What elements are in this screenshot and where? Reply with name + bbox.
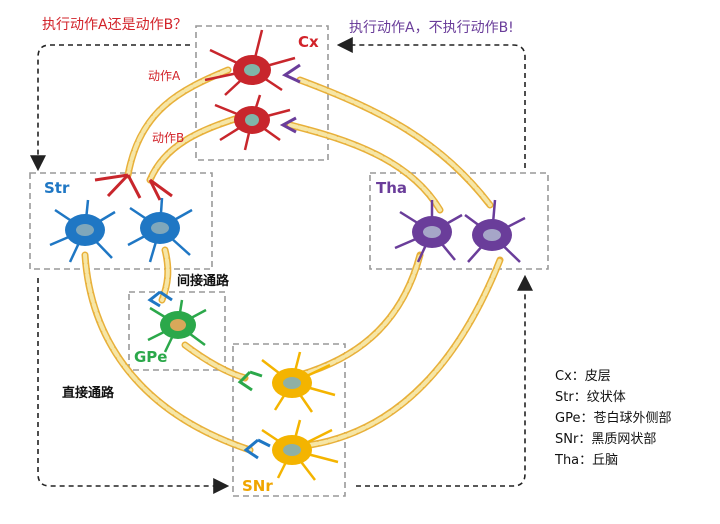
gpe-region-box	[128, 291, 226, 371]
cx-neuron-b	[214, 94, 291, 151]
str-region-box	[29, 172, 213, 270]
decision-arrow-right	[336, 37, 526, 168]
gpe-neuron	[147, 299, 207, 353]
str-neuron-right	[127, 197, 193, 263]
str-terminal-gpe	[147, 290, 173, 308]
legend-item-tha: Tha：丘脑	[555, 453, 619, 468]
snr-region-box	[232, 343, 346, 497]
tha-neuron-left	[394, 200, 463, 263]
axon-snr-to-tha-1	[296, 251, 424, 379]
tha-terminal-cx-b	[279, 116, 297, 134]
snr-neuron-lower	[261, 419, 339, 481]
gpe-terminal-snr	[237, 370, 263, 392]
str-terminal-snr	[243, 438, 271, 460]
str-neuron-left	[49, 199, 116, 263]
legend-item-gpe: GPe：苍白球外侧部	[555, 411, 672, 426]
axon-group	[81, 66, 504, 454]
action-b-label: 动作B	[152, 131, 185, 145]
cx-region-box	[195, 25, 329, 161]
tha-neuron-right	[464, 199, 526, 263]
decision-result-label: 执行动作A，不执行动作B!	[349, 20, 514, 36]
str-region-label: Str	[44, 179, 70, 197]
cortical-synapse-branches	[94, 173, 173, 201]
decision-question-label: 执行动作A还是动作B？	[42, 17, 188, 33]
legend: Cx：皮层 Str：纹状体 GPe：苍白球外侧部 SNr：黑质网状部 Tha：丘…	[555, 366, 671, 471]
action-a-label: 动作A	[148, 69, 181, 83]
indirect-pathway-label: 间接通路	[177, 274, 230, 289]
snr-region-label: SNr	[242, 477, 273, 495]
snr-neuron-upper	[261, 351, 336, 413]
tha-region-box	[369, 172, 549, 270]
legend-item-snr: SNr：黑质网状部	[555, 432, 657, 447]
gpe-region-label: GPe	[134, 348, 168, 366]
cx-neuron-a	[204, 29, 296, 96]
cx-region-label: Cx	[298, 33, 319, 51]
snr-to-tha-arrow	[356, 274, 533, 487]
tha-region-label: Tha	[376, 179, 408, 197]
legend-item-str: Str：纹状体	[555, 390, 626, 405]
axon-cx-b-to-str	[146, 114, 242, 184]
legend-item-cx: Cx：皮层	[555, 369, 611, 384]
direct-pathway-label: 直接通路	[62, 386, 115, 401]
tha-terminal-cx-a	[281, 63, 301, 84]
